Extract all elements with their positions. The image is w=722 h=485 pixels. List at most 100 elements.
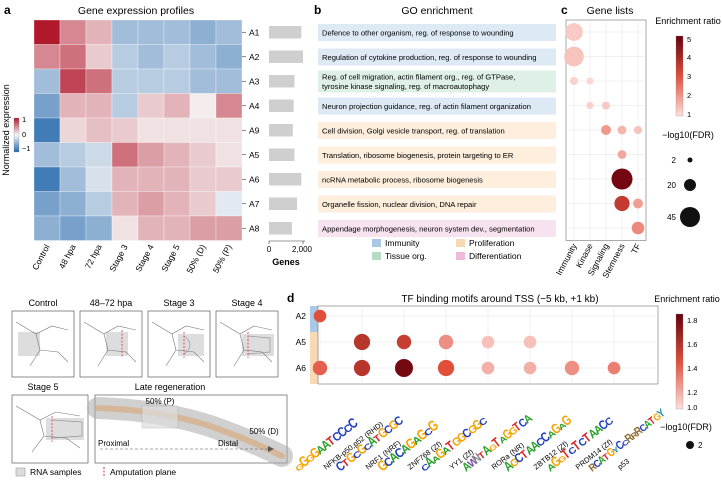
schematic-stage5: Stage 5 [11, 382, 89, 464]
schematic-48-72-label: 48–72 hpa [90, 298, 133, 308]
c-point [611, 168, 633, 190]
go-term-text: Defence to other organism, reg. of respo… [322, 29, 514, 38]
d-size-tick: 2 [698, 441, 703, 450]
schematic-fifty-d: 50% (D) [249, 427, 279, 436]
panel-d-cbar-title: Enrichment ratio [654, 294, 720, 304]
c-point [631, 221, 645, 235]
heatmap-cell [215, 117, 243, 143]
heatmap-col-label: 50% (D) [184, 243, 208, 275]
d-point [437, 359, 455, 377]
heatmap-cell [33, 19, 61, 45]
heatmap-cell [59, 142, 87, 168]
heatmap-cell [85, 44, 113, 70]
genes-tick-2000: 2,000 [292, 245, 313, 254]
heatmap-row-label: A7 [249, 199, 260, 209]
heatmap-cell [163, 117, 191, 143]
go-term-box [318, 48, 556, 66]
d-cbar-tick-18: 1.8 [687, 316, 697, 325]
gene-bar [269, 99, 294, 112]
panel-a-heatmap [33, 19, 243, 241]
heatmap-col-label: 72 hpa [83, 243, 104, 271]
d-cbar-tick-16: 1.6 [687, 340, 697, 349]
panel-d-grid: A2 A5 A6 [296, 305, 659, 385]
heatmap-cell [189, 19, 217, 45]
heatmap-cell [111, 44, 139, 70]
panel-a-col-labels: Control 48 hpa 72 hpa Stage 3 Stage 4 Stage 5… [30, 243, 234, 275]
heatmap-cell [215, 19, 243, 45]
heatmap-cell [137, 215, 165, 241]
heatmap-cell [85, 191, 113, 217]
heatmap-cell [215, 93, 243, 119]
heatmap-cell [85, 68, 113, 94]
legend-rna-label: RNA samples [30, 467, 82, 477]
panel-c-cbar-title: Enrichment ratio [655, 16, 721, 26]
heatmap-cell [163, 19, 191, 45]
schematic-late-label: Late regeneration [135, 382, 206, 392]
go-term-box [318, 24, 556, 41]
heatmap-row-label: A6 [249, 174, 260, 184]
motif-letter: R [629, 429, 641, 441]
schematic-fifty-p: 50% (P) [146, 397, 175, 406]
d-point [481, 335, 495, 349]
c-point [586, 77, 594, 85]
go-term-box [318, 171, 556, 188]
c-cbar-tick-4: 4 [687, 53, 691, 62]
heatmap-cell [137, 117, 165, 143]
c-point [633, 198, 643, 209]
schematic-panel: Control 48–72 hpa Stage 3 Stage 4 [11, 298, 293, 477]
heatmap-col-label: 50% (P) [211, 243, 234, 275]
heatmap-cell [59, 68, 87, 94]
heatmap-cell [189, 215, 217, 241]
c-size-tick-2: 2 [672, 156, 677, 165]
heatmap-cell [137, 68, 165, 94]
legend-rna-swatch [15, 467, 26, 477]
panel-b-title: GO enrichment [401, 5, 472, 17]
heatmap-cell [85, 93, 113, 119]
panel-b-terms: Defence to other organism, reg. of respo… [318, 24, 556, 237]
heatmap-cell [137, 19, 165, 45]
heatmap-col-label: Stage 5 [159, 243, 182, 274]
heatmap-cell [163, 166, 191, 192]
schematic-stage3: Stage 3 [147, 298, 211, 378]
motif-letter: G [557, 453, 569, 465]
motif-letter: C [362, 441, 374, 453]
go-legend-label: Differentiation [469, 251, 522, 261]
heatmap-cell [163, 142, 191, 168]
gene-bar [269, 75, 295, 88]
heatmap-row-label: A5 [249, 150, 260, 160]
go-legend-label: Tissue org. [385, 251, 427, 261]
go-legend-label: Immunity [385, 238, 420, 248]
motif-letter: T [601, 451, 612, 463]
panel-d-colorbar [675, 313, 684, 410]
heatmap-cell [111, 117, 139, 143]
heatmap-cell [33, 117, 61, 143]
c-point [565, 23, 583, 41]
go-legend-label: Proliferation [469, 238, 515, 248]
c-col-label: TF [629, 242, 643, 256]
d-row-label: A6 [296, 363, 307, 373]
go-term-text: Appendage morphogenesis, neuron system d… [322, 225, 535, 234]
heatmap-cell [85, 215, 113, 241]
heatmap-cell [189, 68, 217, 94]
schematic-distal: Distal [218, 439, 238, 448]
schematic-stage5-label: Stage 5 [27, 382, 58, 392]
heatmap-cell [215, 44, 243, 70]
go-term-box [318, 195, 556, 213]
panel-c-letter: c [561, 3, 568, 17]
heatmap-cell [137, 44, 165, 70]
heatmap-cell [163, 215, 191, 241]
heatmap-cell [85, 117, 113, 143]
d-point [481, 361, 495, 375]
heatmap-cell [215, 166, 243, 192]
heatmap-cell [189, 166, 217, 192]
d-cbar-tick-12: 1.2 [687, 388, 697, 397]
heatmap-cell [59, 44, 87, 70]
motif-letter: Y [611, 444, 622, 455]
heatmap-cell [33, 68, 61, 94]
c-cbar-tick-2: 2 [687, 91, 691, 100]
c-point [569, 76, 579, 86]
